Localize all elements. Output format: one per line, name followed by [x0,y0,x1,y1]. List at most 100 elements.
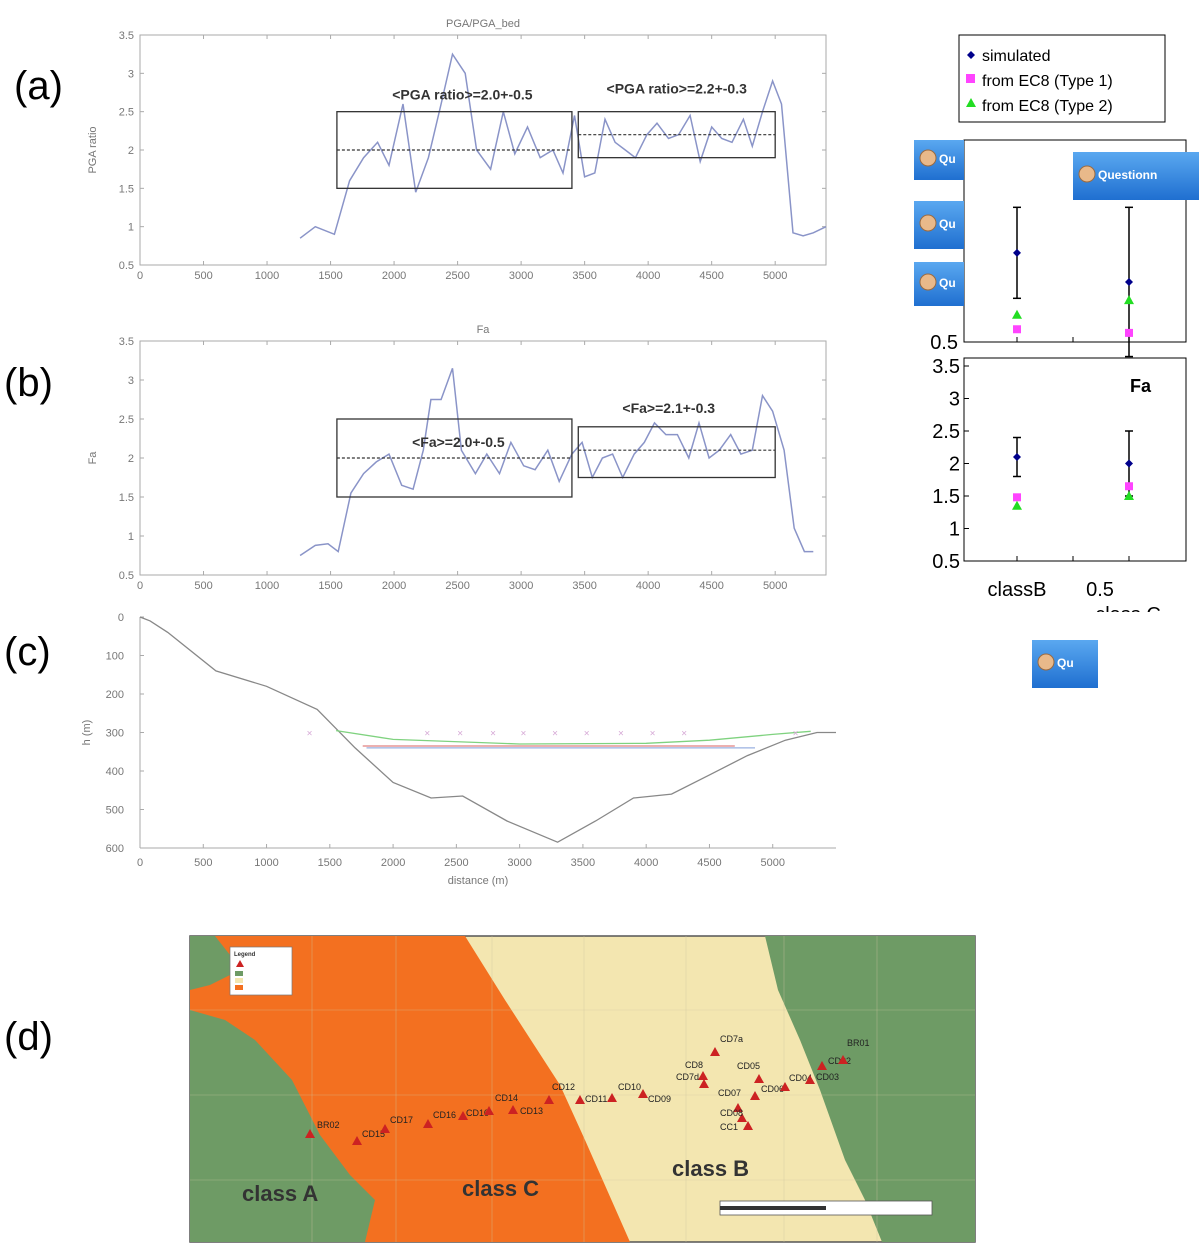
chart-profile: h (m)distance (m)0 500 1000 1500 2000 2500 300… [81,612,836,887]
map-legend-station [236,960,244,967]
station-marker [380,1124,390,1133]
station-marker [733,1103,743,1112]
x-tick-label: 500 [194,580,212,592]
x-tick-label: 1000 [254,857,278,869]
legend-type1-marker [966,74,975,83]
chart-title: PGA/PGA_bed [446,18,520,30]
x-tick-label: 2000 [381,857,405,869]
y-tick-label: 3 [128,375,134,387]
x-tick-label: 4500 [699,270,723,282]
station-label: CD14 [495,1093,518,1103]
y-tick-label: 2 [128,145,134,157]
ec8-type1-point [1125,482,1133,491]
station-label: CC1 [720,1122,738,1132]
questionnaire-icon [919,149,937,167]
x-tick-label: 5000 [763,580,787,592]
y-tick-label: 0 [118,612,124,624]
class-b-label: class B [672,1156,749,1181]
x-tick-label: 5000 [763,270,787,282]
station-label: CD10 [466,1108,489,1118]
y-tick-label: 3.5 [119,336,134,348]
station-label: CD12 [552,1082,575,1092]
station-label: CD10 [618,1082,641,1092]
x-axis-label: distance (m) [448,875,509,887]
x-tick-label: 4000 [634,857,658,869]
station-marker: × [650,729,656,740]
mean-annotation: <PGA ratio>=2.2+-0.3 [607,81,748,97]
ec8-type1-point [1125,328,1133,337]
x-tick-label: 2000 [382,580,406,592]
map-legend-title: Legend [234,952,256,958]
overlay-buttons[interactable]: Qu Questionn Qu Qu Qu [914,140,1199,688]
station-marker [754,1074,764,1083]
questionnaire-tab-button[interactable]: Qu [1032,640,1098,688]
x-tick-label: 1500 [318,857,342,869]
x-tick-label: 3000 [507,857,531,869]
ec8-type2-point [1012,500,1022,510]
questionnaire-tab-button[interactable]: Qu [914,262,964,306]
y-tick-label: 0.5 [119,570,134,582]
simulated-point [1013,453,1021,461]
bedrock-profile [139,616,836,843]
y-tick-label: 500 [106,805,124,817]
simulated-point [1013,248,1021,257]
station-marker [352,1136,362,1145]
station-marker [780,1082,790,1091]
station-label: CD02 [828,1056,851,1066]
questionnaire-tab-button[interactable]: Qu [914,140,964,180]
questionnaire-tab-button[interactable]: Qu [914,201,964,249]
y-tick-label: 3.5 [119,30,134,42]
y-tick-label: 600 [106,843,124,855]
ec8-type2-point [1012,309,1022,319]
tab-label: Questionn [1098,168,1157,182]
simulated-point [1125,277,1133,286]
y-tick-label: 300 [106,728,124,740]
mean-annotation: <PGA ratio>=2.0+-0.5 [392,87,533,103]
y-tick-label: 2.5 [932,421,960,443]
station-marker [575,1095,585,1104]
station-marker: × [618,729,624,740]
station-marker [484,1106,494,1115]
y-axis-label: Fa [87,451,99,465]
map-legend-swatch-a [235,971,243,976]
class-a-zone-west [190,1010,375,1242]
station-label: CD07 [718,1088,741,1098]
y-tick-label: 1 [128,531,134,543]
station-label: CD15 [362,1129,385,1139]
station-marker [750,1091,760,1100]
y-tick-label: 1 [949,519,960,541]
station-marker [699,1079,709,1088]
x-tick-label: 1500 [318,270,342,282]
station-marker [638,1089,648,1098]
x-tick-label: classB [988,579,1047,601]
average-box [577,426,776,479]
station-label: CD06 [761,1084,784,1094]
legend-type2-marker [966,98,976,107]
x-tick-label: 0.5 [1086,579,1114,601]
class-c-label: class C [462,1176,539,1201]
x-tick-label: 4500 [697,857,721,869]
station-label: BR01 [847,1038,870,1048]
x-tick-label: 0 [137,270,143,282]
y-tick-label: 1.5 [119,492,134,504]
ec8-type1-point [1013,493,1021,502]
class-a-label: class A [242,1181,318,1206]
x-tick-label: 5000 [760,857,784,869]
x-tick-label: 3500 [572,580,596,592]
questionnaire-tab-button[interactable]: Questionn [1073,152,1199,200]
x-tick-label: 1000 [255,270,279,282]
questionnaire-icon [1078,165,1096,183]
y-tick-label: 2.5 [119,107,134,119]
y-tick-label: 2 [128,453,134,465]
station-marker: × [793,729,799,740]
station-marker [458,1111,468,1120]
chart-fa: Fa Fa 0 500 1000 1500 2000 2500 3000 3500 4000 4500… [87,324,827,592]
y-axis-label: h (m) [81,720,93,746]
questionnaire-icon [919,214,937,232]
x-tick-label: 3000 [509,580,533,592]
panel-label-d: (d) [4,1015,53,1059]
station-marker [423,1119,433,1128]
